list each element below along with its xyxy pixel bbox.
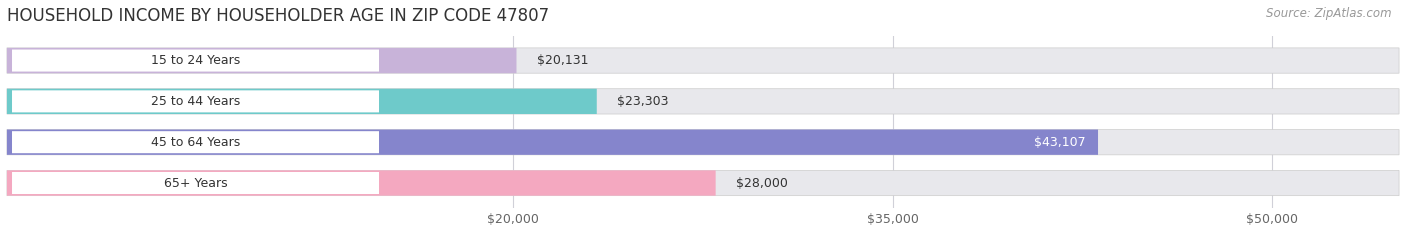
Text: 45 to 64 Years: 45 to 64 Years (150, 136, 240, 149)
FancyBboxPatch shape (7, 48, 516, 73)
FancyBboxPatch shape (7, 170, 716, 196)
Text: 65+ Years: 65+ Years (163, 177, 228, 189)
Text: $28,000: $28,000 (735, 177, 787, 189)
Text: $43,107: $43,107 (1033, 136, 1085, 149)
FancyBboxPatch shape (13, 172, 380, 194)
FancyBboxPatch shape (7, 48, 1399, 73)
Text: HOUSEHOLD INCOME BY HOUSEHOLDER AGE IN ZIP CODE 47807: HOUSEHOLD INCOME BY HOUSEHOLDER AGE IN Z… (7, 7, 550, 25)
Text: $23,303: $23,303 (617, 95, 668, 108)
Text: $20,131: $20,131 (537, 54, 588, 67)
FancyBboxPatch shape (7, 130, 1399, 155)
FancyBboxPatch shape (7, 89, 1399, 114)
FancyBboxPatch shape (7, 170, 1399, 196)
Text: Source: ZipAtlas.com: Source: ZipAtlas.com (1267, 7, 1392, 20)
Text: 15 to 24 Years: 15 to 24 Years (150, 54, 240, 67)
FancyBboxPatch shape (13, 90, 380, 112)
FancyBboxPatch shape (7, 130, 1098, 155)
Text: 25 to 44 Years: 25 to 44 Years (150, 95, 240, 108)
FancyBboxPatch shape (13, 131, 380, 153)
FancyBboxPatch shape (13, 50, 380, 72)
FancyBboxPatch shape (7, 89, 596, 114)
